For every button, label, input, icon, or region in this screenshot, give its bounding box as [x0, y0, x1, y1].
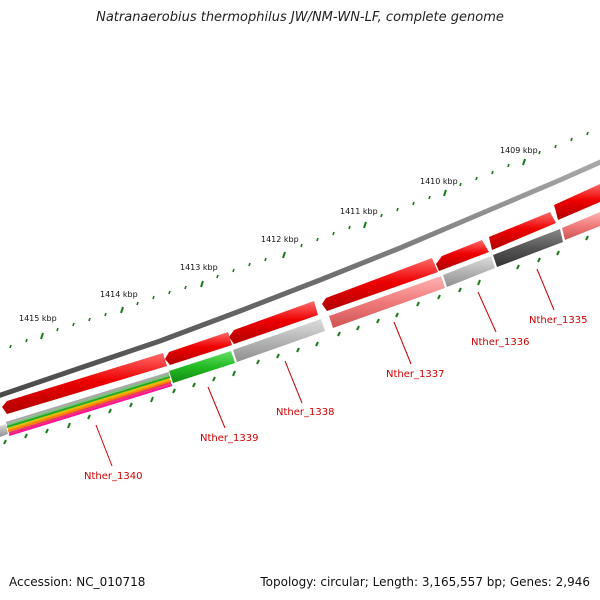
gene-label-nther-1340: Nther_1340: [84, 471, 142, 482]
feature-block: [233, 319, 325, 362]
gene-label-nther-1339: Nther_1339: [200, 433, 258, 444]
label-leaders: [95, 268, 555, 467]
feature-track-2: [0, 212, 600, 437]
cds-feature: [554, 184, 600, 220]
cds-feature: [165, 332, 232, 365]
genome-backbone: [0, 159, 600, 398]
cds-feature: [489, 212, 556, 250]
scale-tick-label-1411: 1411 kbp: [340, 207, 378, 216]
cds-track: [2, 184, 600, 414]
ruler-major-ticks: [40, 158, 526, 340]
gene-label-nther-1337: Nther_1337: [386, 369, 444, 380]
gene-label-nther-1336: Nther_1336: [471, 337, 529, 348]
feature-block: [443, 256, 495, 287]
scale-ruler: 1409 kbp 1410 kbp 1411 kbp 1412 kbp 1413…: [9, 131, 589, 349]
scale-tick-label-1412: 1412 kbp: [261, 235, 299, 244]
scale-tick-label-1410: 1410 kbp: [420, 177, 458, 186]
feature-block: [562, 212, 600, 240]
feature-block: [329, 276, 445, 328]
inner-ruler: [3, 235, 589, 445]
cds-feature: [322, 258, 438, 311]
ruler-dots: [9, 131, 589, 349]
gene-label-nther-1335: Nther_1335: [529, 315, 587, 326]
scale-tick-label-1409: 1409 kbp: [500, 146, 538, 155]
genome-summary-text: Topology: circular; Length: 3,165,557 bp…: [260, 575, 590, 589]
cds-feature: [436, 240, 489, 271]
feature-block: [169, 351, 235, 383]
feature-block: [493, 229, 563, 267]
feature-block: [0, 424, 8, 437]
cds-feature: [229, 301, 318, 344]
scale-tick-label-1413: 1413 kbp: [180, 263, 218, 272]
accession-text: Accession: NC_010718: [9, 575, 146, 589]
gene-label-nther-1338: Nther_1338: [276, 407, 334, 418]
cds-feature: [2, 353, 167, 414]
map-title: Natranaerobius thermophilus JW/NM-WN-LF,…: [96, 10, 504, 25]
scale-tick-label-1414: 1414 kbp: [100, 290, 138, 299]
striped-feature: [5, 371, 173, 437]
scale-tick-label-1415: 1415 kbp: [19, 314, 57, 323]
